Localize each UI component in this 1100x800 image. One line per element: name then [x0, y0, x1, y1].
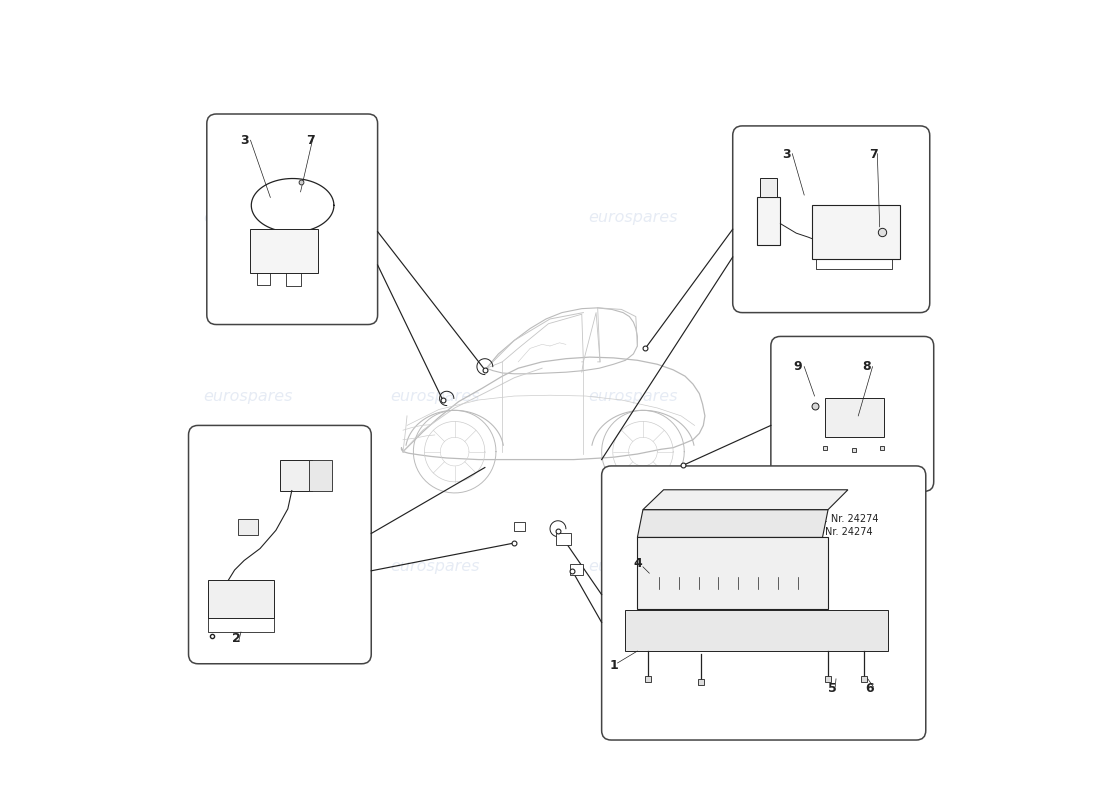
FancyBboxPatch shape	[637, 538, 828, 609]
Text: 4: 4	[634, 557, 642, 570]
Polygon shape	[637, 510, 828, 538]
Text: eurospares: eurospares	[390, 559, 480, 574]
Text: 7: 7	[306, 134, 315, 147]
Text: 7: 7	[869, 148, 878, 161]
FancyBboxPatch shape	[251, 229, 318, 273]
Text: 6: 6	[866, 682, 874, 695]
FancyBboxPatch shape	[760, 178, 778, 198]
FancyBboxPatch shape	[771, 337, 934, 491]
Text: eurospares: eurospares	[776, 389, 865, 403]
FancyBboxPatch shape	[570, 565, 583, 574]
FancyBboxPatch shape	[208, 579, 274, 618]
FancyBboxPatch shape	[515, 522, 526, 531]
Text: 1: 1	[609, 658, 618, 671]
Text: 9: 9	[793, 360, 802, 373]
Text: eurospares: eurospares	[588, 559, 679, 574]
Text: Fino Ass. Nr. 24274
Till Ass. Nr. 24274: Fino Ass. Nr. 24274 Till Ass. Nr. 24274	[785, 514, 879, 537]
FancyBboxPatch shape	[279, 460, 311, 490]
Text: eurospares: eurospares	[204, 389, 293, 403]
Text: eurospares: eurospares	[588, 389, 679, 403]
FancyBboxPatch shape	[757, 198, 780, 245]
FancyBboxPatch shape	[557, 533, 571, 545]
Text: eurospares: eurospares	[204, 210, 293, 225]
Text: 3: 3	[782, 148, 791, 161]
Polygon shape	[642, 490, 848, 510]
FancyBboxPatch shape	[733, 126, 930, 313]
Text: 8: 8	[862, 360, 871, 373]
FancyBboxPatch shape	[238, 519, 257, 535]
FancyBboxPatch shape	[626, 610, 888, 651]
Text: eurospares: eurospares	[588, 210, 679, 225]
Text: 5: 5	[828, 682, 837, 695]
FancyBboxPatch shape	[602, 466, 926, 740]
FancyBboxPatch shape	[207, 114, 377, 325]
Text: 3: 3	[240, 134, 249, 147]
FancyBboxPatch shape	[812, 205, 900, 258]
Text: 2: 2	[232, 631, 241, 645]
FancyBboxPatch shape	[188, 426, 372, 664]
Text: eurospares: eurospares	[204, 559, 293, 574]
FancyBboxPatch shape	[825, 398, 884, 438]
Text: eurospares: eurospares	[390, 389, 480, 403]
FancyBboxPatch shape	[309, 460, 331, 490]
